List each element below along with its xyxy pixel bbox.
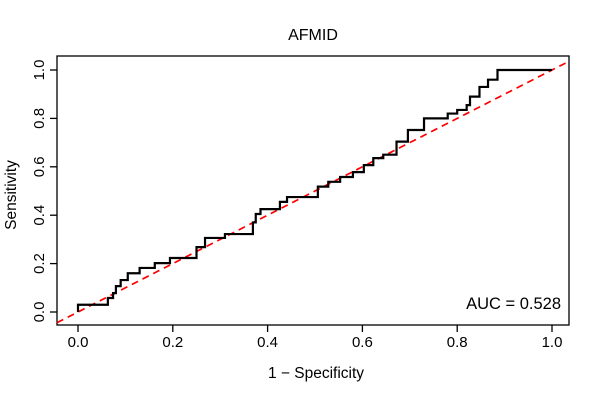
chart-title: AFMID xyxy=(288,27,338,44)
y-tick-label: 0.4 xyxy=(31,205,48,226)
y-tick-label: 1.0 xyxy=(31,60,48,81)
y-axis-ticks: 0.0 0.2 0.4 0.6 0.8 1.0 xyxy=(31,60,57,323)
x-tick-label: 0.4 xyxy=(257,334,278,351)
x-tick-label: 0.2 xyxy=(162,334,183,351)
x-axis-ticks: 0.0 0.2 0.4 0.6 0.8 1.0 xyxy=(68,325,563,351)
x-tick-label: 0.6 xyxy=(352,334,373,351)
y-tick-label: 0.2 xyxy=(31,253,48,274)
auc-annotation: AUC = 0.528 xyxy=(466,295,561,313)
x-tick-label: 1.0 xyxy=(542,334,563,351)
x-tick-label: 0.0 xyxy=(68,334,89,351)
y-tick-label: 0.0 xyxy=(31,302,48,323)
diagonal-reference-line xyxy=(56,60,570,324)
y-tick-label: 0.8 xyxy=(31,108,48,129)
x-axis-label: 1 − Specificity xyxy=(268,365,364,382)
y-axis-label: Sensitivity xyxy=(3,160,20,230)
y-tick-label: 0.6 xyxy=(31,156,48,177)
plot-box xyxy=(56,55,570,326)
x-tick-label: 0.8 xyxy=(447,334,468,351)
roc-curve-line xyxy=(76,68,552,312)
